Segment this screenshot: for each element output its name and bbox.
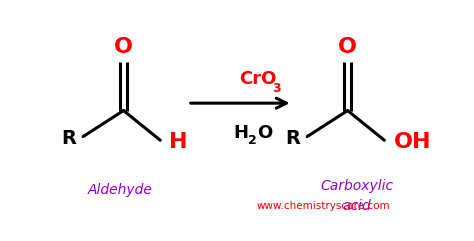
Text: R: R [61,129,76,148]
Text: OH: OH [393,132,431,152]
Text: O: O [114,37,133,57]
Text: O: O [258,124,273,142]
Text: O: O [338,37,357,57]
Text: Carboxylic
acid: Carboxylic acid [320,179,393,213]
Text: H: H [234,124,249,142]
Text: Aldehyde: Aldehyde [87,183,152,197]
Text: H: H [170,132,188,152]
Text: 2: 2 [248,134,256,147]
Text: CrO: CrO [239,70,277,88]
Text: www.chemistryscore.com: www.chemistryscore.com [257,201,391,211]
Text: R: R [285,129,300,148]
Text: 3: 3 [273,82,281,95]
